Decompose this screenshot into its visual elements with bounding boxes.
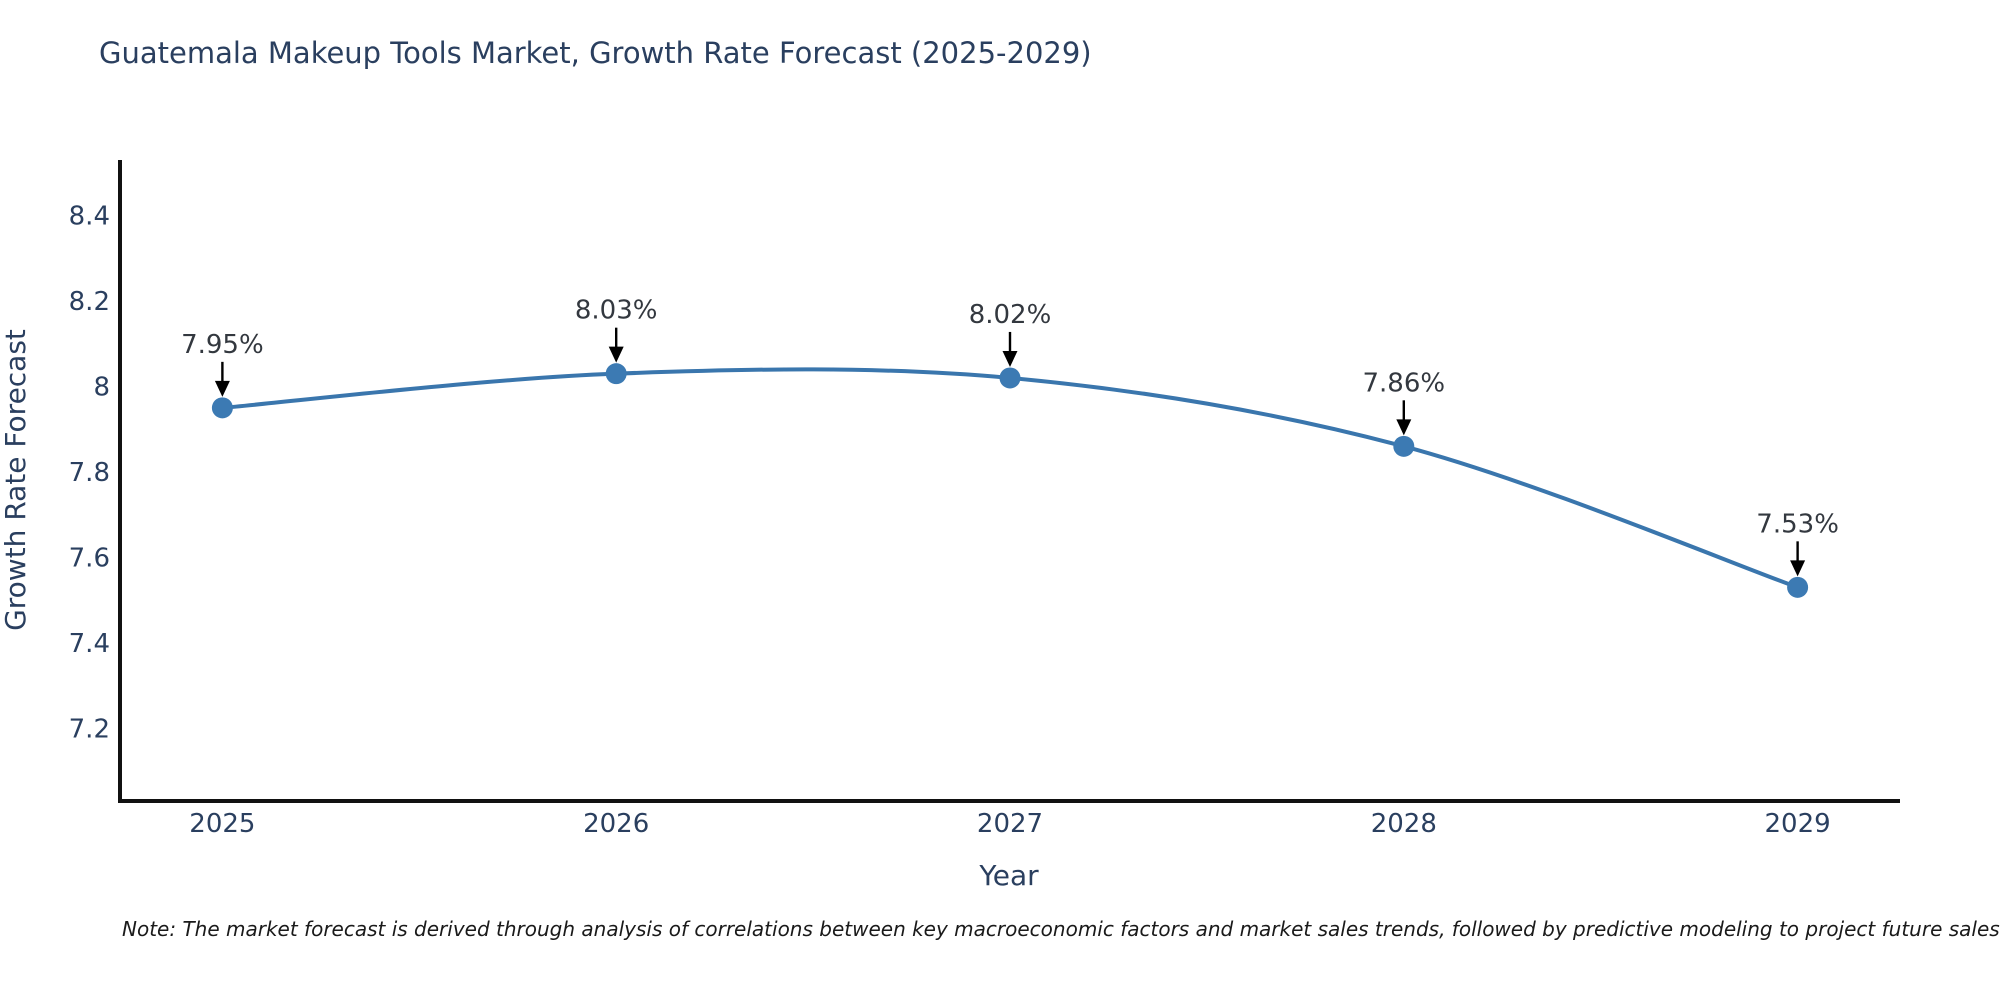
data-point-marker (211, 397, 233, 419)
annotation-arrowhead (608, 346, 624, 363)
y-tick-label: 7.8 (69, 458, 110, 488)
x-tick-label: 2026 (583, 809, 649, 839)
x-tick-label: 2027 (977, 809, 1043, 839)
y-tick-label: 8.4 (69, 202, 110, 232)
plot-area: 7.2 7.4 7.6 7.8 8 8.2 8.4 2025 2026 2027 2028 2029 7… (69, 160, 1900, 839)
data-point-marker (999, 367, 1021, 389)
axis-spines (118, 160, 1900, 803)
x-tick-label: 2025 (189, 809, 255, 839)
annotation-arrowhead (1396, 419, 1412, 436)
y-axis-title: Growth Rate Forecast (0, 329, 32, 631)
y-tick-label: 7.6 (69, 543, 110, 573)
x-axis-title: Year (978, 859, 1039, 892)
annotation-arrowhead (1002, 350, 1018, 367)
data-point-marker (1393, 435, 1415, 457)
annotation-arrowhead (1790, 560, 1806, 577)
data-point-marker (605, 363, 627, 385)
footnote-text: Note: The market forecast is derived thr… (122, 917, 2000, 941)
y-tick-label: 8.2 (69, 287, 110, 317)
data-point-label: 8.03% (575, 296, 658, 326)
y-tick-label: 8 (93, 372, 110, 402)
x-tick-label: 2028 (1371, 809, 1437, 839)
data-point-label: 7.95% (181, 330, 264, 360)
chart-title: Guatemala Makeup Tools Market, Growth Ra… (99, 36, 1092, 70)
data-point-marker (1787, 576, 1809, 598)
data-point-label: 7.53% (1756, 509, 1839, 539)
y-tick-label: 7.4 (69, 629, 110, 659)
annotation-arrowhead (214, 380, 230, 397)
series-line (220, 367, 1800, 590)
x-tick-label: 2029 (1765, 809, 1831, 839)
data-point-label: 8.02% (969, 300, 1052, 330)
data-point-label: 7.86% (1363, 368, 1446, 398)
y-tick-label: 7.2 (69, 714, 110, 744)
